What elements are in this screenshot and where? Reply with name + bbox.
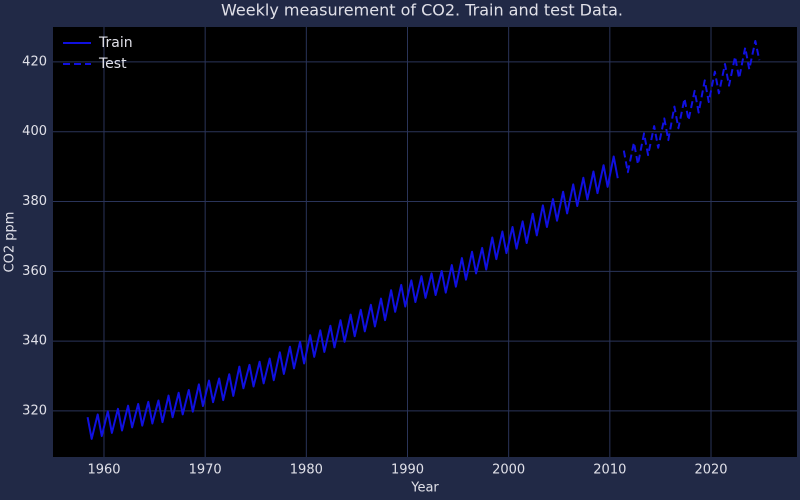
y-tick-label: 420 xyxy=(22,54,47,69)
x-tick-label: 1970 xyxy=(189,463,222,478)
y-axis-label: CO2 ppm xyxy=(3,212,18,273)
plot-area xyxy=(53,27,797,457)
legend-label: Train xyxy=(98,35,133,51)
y-tick-label: 360 xyxy=(22,264,47,279)
series-line xyxy=(86,155,619,440)
legend-label: Test xyxy=(98,56,127,72)
x-tick-label: 2010 xyxy=(593,463,626,478)
y-tick-label: 380 xyxy=(22,194,47,209)
x-tick-label: 2000 xyxy=(492,463,525,478)
y-tick-label: 320 xyxy=(22,403,47,418)
x-tick-label: 1990 xyxy=(391,463,424,478)
x-tick-label: 1960 xyxy=(87,463,120,478)
series-line xyxy=(622,39,761,174)
y-tick-label: 340 xyxy=(22,334,47,349)
chart-title: Weekly measurement of CO2. Train and tes… xyxy=(221,1,623,20)
x-tick-label: 2020 xyxy=(694,463,727,478)
y-tick-label: 400 xyxy=(22,124,47,139)
x-axis-label: Year xyxy=(410,481,439,496)
x-tick-label: 1980 xyxy=(290,463,323,478)
